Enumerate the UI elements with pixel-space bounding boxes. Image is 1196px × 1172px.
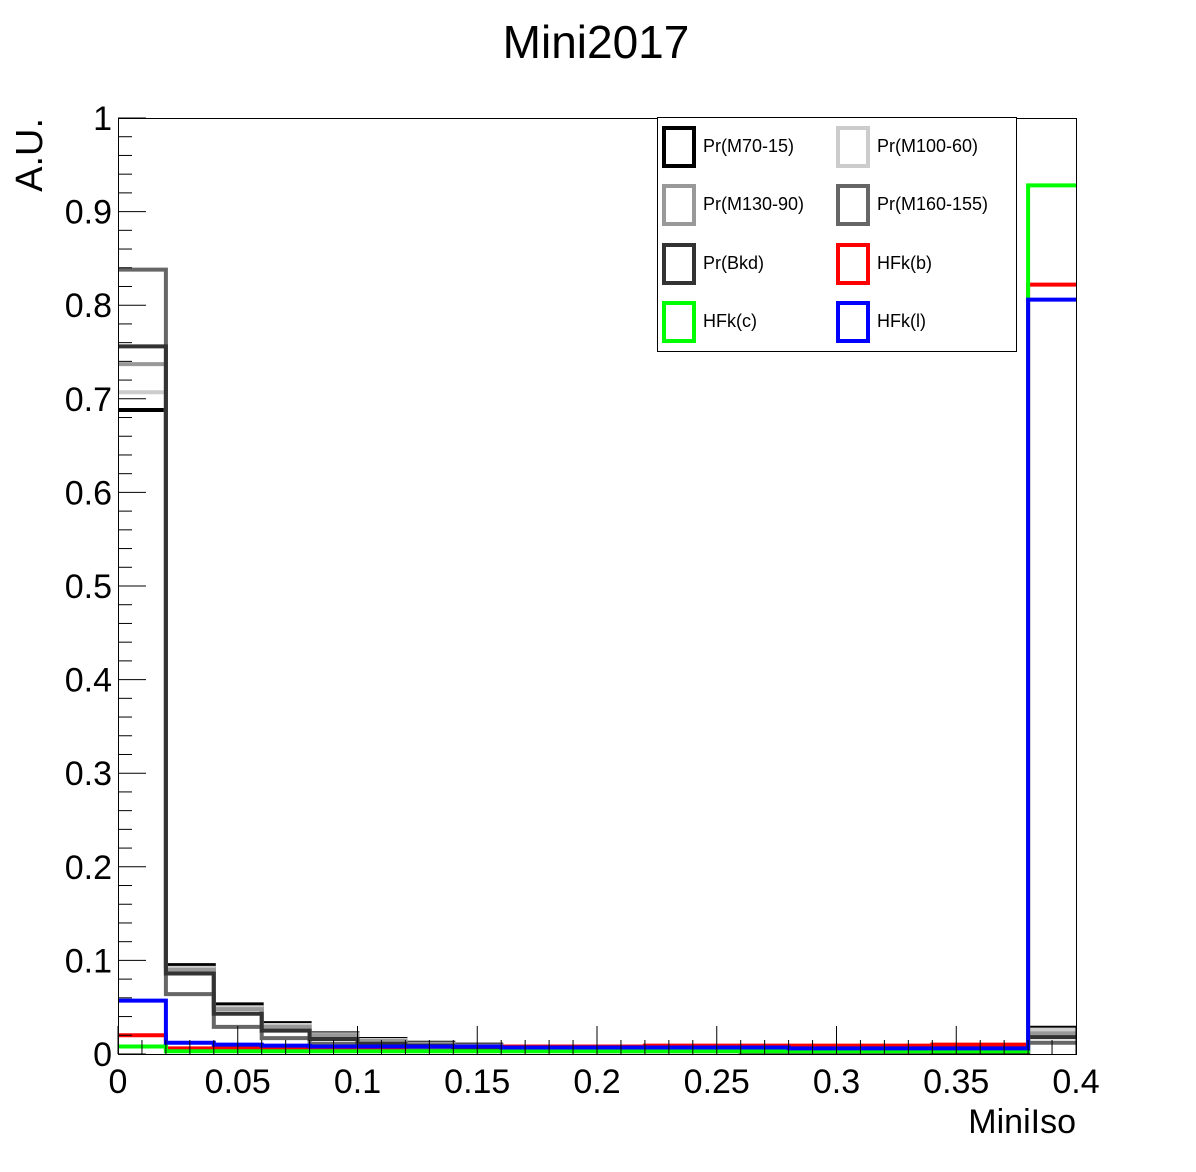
x-tick-label: 0.25 xyxy=(684,1063,750,1101)
legend-swatch-pr-m70-15 xyxy=(662,126,696,168)
x-tick-label: 0 xyxy=(109,1063,128,1101)
legend-swatch-hfk-b xyxy=(836,243,870,285)
axes: 0 0.05 0.1 0.15 0.2 0.25 0.3 0.35 0.4 0 0.1 0.2 0.3 0… xyxy=(65,100,1100,1101)
y-tick-label: 0.9 xyxy=(65,194,112,232)
x-tick-label: 0.15 xyxy=(444,1063,510,1101)
legend-swatch-pr-m100-60 xyxy=(836,126,870,168)
legend-swatch-hfk-l xyxy=(836,301,870,343)
y-tick-label: 0.5 xyxy=(65,568,112,606)
legend-swatch-pr-bkd xyxy=(662,243,696,285)
y-tick-label: 0.8 xyxy=(65,287,112,325)
legend-label-pr-m100-60: Pr(M100-60) xyxy=(877,136,978,156)
legend: Pr(M70-15) Pr(M100-60) Pr(M130-90) Pr(M160-… xyxy=(657,117,1017,352)
series-line-pr-m130-90 xyxy=(118,362,1076,1054)
legend-label-pr-m70-15: Pr(M70-15) xyxy=(703,136,794,156)
y-tick-label: 1 xyxy=(93,100,112,138)
x-tick-label: 0.4 xyxy=(1052,1063,1099,1101)
x-tick-label: 0.05 xyxy=(205,1063,271,1101)
y-tick-label: 0.7 xyxy=(65,381,112,419)
y-tick-label: 0.3 xyxy=(65,755,112,793)
y-tick-label: 0.1 xyxy=(65,942,112,980)
legend-label-hfk-b: HFk(b) xyxy=(877,253,932,273)
x-tick-label: 0.2 xyxy=(573,1063,620,1101)
legend-swatch-pr-m160-155 xyxy=(836,184,870,226)
plot-frame xyxy=(118,118,1077,1055)
series-line-pr-bkd xyxy=(118,344,1076,1055)
series-line-pr-m100-60 xyxy=(118,390,1076,1054)
y-tick-label: 0.6 xyxy=(65,474,112,512)
series-line-pr-m160-155 xyxy=(118,267,1076,1055)
series-line-hfk-l xyxy=(118,297,1076,1051)
chart-title: Mini2017 xyxy=(503,16,690,68)
legend-label-hfk-c: HFk(c) xyxy=(703,311,757,331)
series-line-hfk-b xyxy=(118,282,1076,1051)
legend-label-hfk-l: HFk(l) xyxy=(877,311,926,331)
legend-label-pr-m160-155: Pr(M160-155) xyxy=(877,194,988,214)
legend-swatch-pr-m130-90 xyxy=(662,184,696,226)
legend-swatch-hfk-c xyxy=(662,301,696,343)
x-tick-label: 0.1 xyxy=(334,1063,381,1101)
x-tick-label: 0.3 xyxy=(813,1063,860,1101)
y-tick-label: 0 xyxy=(93,1036,112,1074)
legend-label-pr-m130-90: Pr(M130-90) xyxy=(703,194,804,214)
y-tick-label: 0.2 xyxy=(65,849,112,887)
y-tick-label: 0.4 xyxy=(65,662,112,700)
legend-label-pr-bkd: Pr(Bkd) xyxy=(703,253,764,273)
x-axis-label: MiniIso xyxy=(968,1103,1076,1141)
x-tick-label: 0.35 xyxy=(923,1063,989,1101)
series-line-pr-m70-15 xyxy=(118,408,1076,1054)
y-axis-label: A.U. xyxy=(9,118,51,192)
